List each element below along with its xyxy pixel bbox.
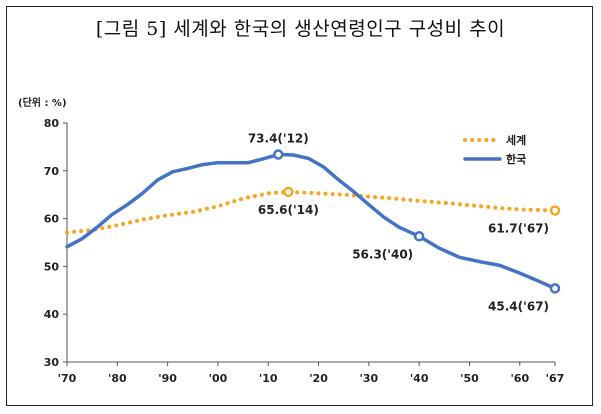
series-line-korea [65, 152, 557, 291]
x-tick-label: '67 [546, 372, 565, 385]
y-tick-label: 40 [44, 308, 60, 321]
data-label: 61.7('67) [488, 221, 549, 235]
y-tick-label: 80 [44, 117, 60, 130]
y-axis-unit-label: (단위 : %) [18, 96, 67, 109]
data-label: 56.3('40) [352, 247, 413, 261]
x-tick-label: '60 [510, 372, 529, 385]
data-point-marker [549, 283, 561, 294]
y-tick-label: 60 [44, 213, 60, 226]
data-point-marker [413, 231, 425, 242]
data-label: 65.6('14) [258, 203, 319, 217]
chart-title: [그림 5] 세계와 한국의 생산연령인구 구성비 추이 [95, 18, 506, 40]
x-tick-label: '70 [58, 372, 77, 385]
x-tick-label: '20 [309, 372, 328, 385]
y-tick-label: 50 [44, 260, 60, 273]
x-tick-label: '00 [209, 372, 228, 385]
data-point-marker [549, 205, 561, 216]
x-tick-label: '50 [460, 372, 479, 385]
x-tick-label: '30 [360, 372, 379, 385]
x-tick-label: '40 [410, 372, 429, 385]
data-point-marker [273, 149, 284, 160]
y-tick-label: 70 [44, 165, 60, 178]
y-tick-label: 30 [44, 356, 60, 369]
data-label: 73.4('12) [248, 132, 309, 146]
x-tick-label: '10 [259, 372, 278, 385]
series-line-world [65, 189, 557, 235]
x-tick-label: '80 [108, 372, 127, 385]
data-point-marker [283, 186, 294, 198]
x-tick-label: '90 [158, 372, 177, 385]
legend-label: 세계 [506, 133, 526, 147]
data-label: 45.4('67) [488, 299, 549, 313]
legend-label: 한국 [506, 152, 526, 166]
